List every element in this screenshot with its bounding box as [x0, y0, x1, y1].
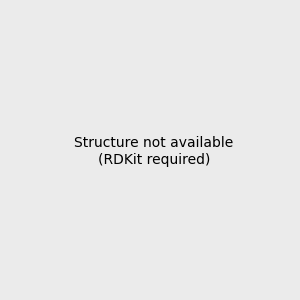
- Text: Structure not available
(RDKit required): Structure not available (RDKit required): [74, 136, 233, 166]
